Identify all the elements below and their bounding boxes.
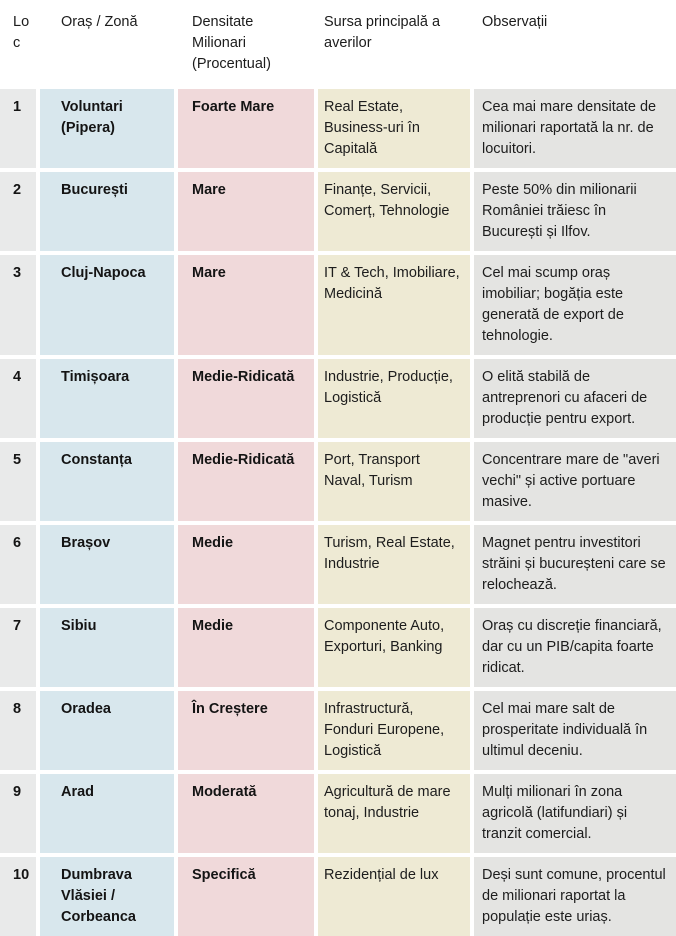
notes-cell: Magnet pentru investitori străini și buc… (474, 525, 676, 604)
source-cell: IT & Tech, Imobiliare, Medicină (318, 255, 470, 355)
notes-cell: Oraș cu discreție financiară, dar cu un … (474, 608, 676, 687)
header-city: Oraș / Zonă (61, 14, 138, 30)
density-cell: Mare (178, 255, 314, 355)
rank-cell: 10 (0, 857, 36, 936)
city-cell: Dumbrava Vlăsiei / Corbeanca (40, 857, 174, 936)
city-cell: Arad (40, 774, 174, 853)
city-cell: Timișoara (40, 359, 174, 438)
city-cell: Oradea (40, 691, 174, 770)
density-cell: Medie-Ridicată (178, 442, 314, 521)
source-cell: Real Estate, Business-uri în Capitală (318, 89, 470, 168)
notes-cell: Mulți milionari în zona agricolă (latifu… (474, 774, 676, 853)
source-cell: Finanțe, Servicii, Comerț, Tehnologie (318, 172, 470, 251)
rank-cell: 6 (0, 525, 36, 604)
source-cell: Rezidențial de lux (318, 857, 470, 936)
header-notes: Observații (482, 14, 548, 30)
source-cell: Turism, Real Estate, Industrie (318, 525, 470, 604)
rank-cell: 8 (0, 691, 36, 770)
rank-cell: 2 (0, 172, 36, 251)
city-cell: Sibiu (40, 608, 174, 687)
density-cell: În Creștere (178, 691, 314, 770)
density-cell: Mare (178, 172, 314, 251)
source-cell: Agricultură de mare tonaj, Industrie (318, 774, 470, 853)
rank-cell: 4 (0, 359, 36, 438)
rank-cell: 7 (0, 608, 36, 687)
source-cell: Componente Auto, Exporturi, Banking (318, 608, 470, 687)
notes-cell: Concentrare mare de "averi vechi" și act… (474, 442, 676, 521)
source-cell: Port, Transport Naval, Turism (318, 442, 470, 521)
rank-cell: 9 (0, 774, 36, 853)
rank-cell: 3 (0, 255, 36, 355)
header-density: Densitate Milionari (Procentual) (192, 14, 271, 72)
city-cell: Cluj-Napoca (40, 255, 174, 355)
city-cell: București (40, 172, 174, 251)
density-cell: Medie (178, 525, 314, 604)
notes-cell: Peste 50% din milionarii României trăies… (474, 172, 676, 251)
rank-cell: 1 (0, 89, 36, 168)
density-cell: Medie (178, 608, 314, 687)
notes-cell: Cel mai mare salt de prosperitate indivi… (474, 691, 676, 770)
rank-cell: 5 (0, 442, 36, 521)
header-source: Sursa principală a averilor (324, 14, 441, 51)
header-rank: Loc (13, 14, 30, 51)
notes-cell: O elită stabilă de antreprenori cu aface… (474, 359, 676, 438)
source-cell: Infrastructură, Fonduri Europene, Logist… (318, 691, 470, 770)
density-cell: Foarte Mare (178, 89, 314, 168)
city-cell: Constanța (40, 442, 174, 521)
notes-cell: Cea mai mare densitate de milionari rapo… (474, 89, 676, 168)
density-cell: Specifică (178, 857, 314, 936)
city-cell: Voluntari (Pipera) (40, 89, 174, 168)
city-cell: Brașov (40, 525, 174, 604)
notes-cell: Deși sunt comune, procentul de milionari… (474, 857, 676, 936)
density-cell: Medie-Ridicată (178, 359, 314, 438)
density-cell: Moderată (178, 774, 314, 853)
notes-cell: Cel mai scump oraș imobiliar; bogăția es… (474, 255, 676, 355)
source-cell: Industrie, Producție, Logistică (318, 359, 470, 438)
